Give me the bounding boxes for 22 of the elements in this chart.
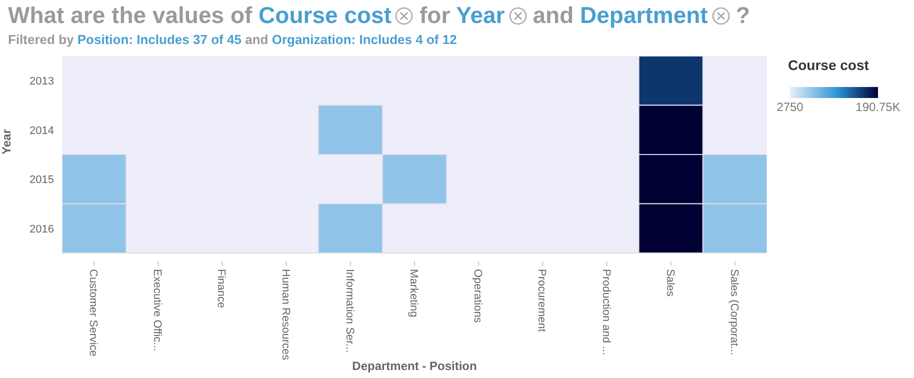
- color-bar-label: 190.75K: [856, 100, 900, 114]
- x-tick-label: Sales: [664, 269, 676, 298]
- y-tick-label: 2014: [30, 124, 54, 137]
- x-tick-label: Executive Offic...: [151, 269, 164, 352]
- x-tick-label: Information Ser...: [343, 269, 356, 353]
- y-tick-label: 2013: [30, 76, 54, 88]
- chart-title: What are the values of Course cost for Year and Department ?: [8, 2, 750, 28]
- x-tick-label: Production and ...: [600, 269, 612, 356]
- color-bar-title: Course cost: [788, 57, 870, 73]
- x-tick-label: Marketing: [408, 269, 420, 318]
- y-axis-title: Year: [0, 128, 14, 154]
- x-tick-label: Procurement: [536, 269, 548, 332]
- x-tick-label: Sales (Corporat...: [728, 269, 740, 356]
- x-tick-label: Finance: [215, 269, 228, 308]
- y-tick-label: 2016: [30, 223, 54, 236]
- x-tick-label: Human Resources: [279, 269, 292, 361]
- y-tick-label: 2015: [30, 174, 54, 186]
- x-tick-label: Operations: [472, 269, 484, 324]
- x-axis-title: Department - Position: [352, 359, 477, 373]
- color-bar-label: 2750: [776, 100, 804, 114]
- text: Filtered by Position: Includes 37 of 45 and Organization: Includes 4 of 12: [8, 32, 457, 47]
- x-tick-label: Customer Service: [87, 269, 100, 356]
